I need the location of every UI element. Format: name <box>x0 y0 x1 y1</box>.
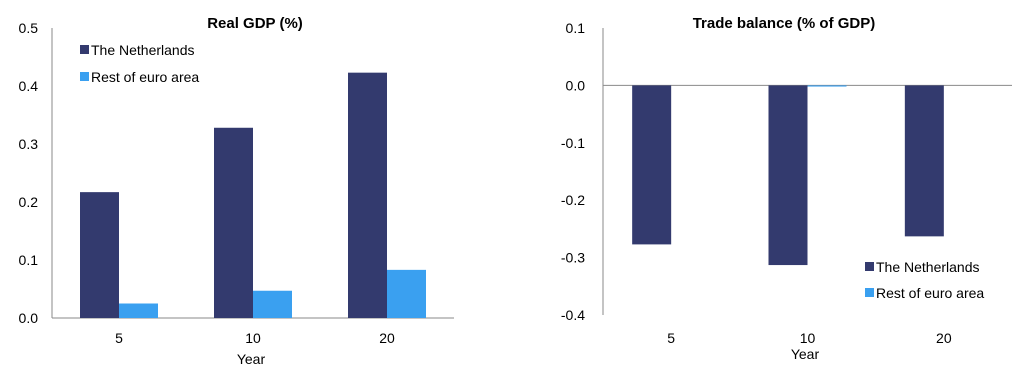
chart2-legend-label: The Netherlands <box>876 259 980 275</box>
chart2-ytick-label: 0.1 <box>566 20 586 36</box>
chart1-bar <box>214 127 253 318</box>
chart2-legend-swatch <box>865 288 874 297</box>
chart1-bar <box>348 72 387 318</box>
chart1-legend-label: The Netherlands <box>91 42 195 58</box>
chart2-title: Trade balance (% of GDP) <box>693 15 876 32</box>
chart2-x-tick-label: 5 <box>667 330 675 346</box>
chart2-x-tick-label: 10 <box>800 330 816 346</box>
chart1-ytick-label: 0.0 <box>19 310 39 326</box>
chart2-xlabel: Year <box>791 346 820 362</box>
chart2-bar <box>807 85 847 87</box>
chart1-bar <box>119 303 158 318</box>
chart1-ytick-label: 0.3 <box>19 136 39 152</box>
chart1-x-tick-label: 10 <box>245 330 261 346</box>
chart1-bar <box>387 269 426 318</box>
chart1-ytick-label: 0.1 <box>19 252 39 268</box>
chart1-ytick-label: 0.2 <box>19 194 39 210</box>
chart2-bar <box>632 85 672 245</box>
chart1-title: Real GDP (%) <box>207 15 303 32</box>
chart1-bar <box>253 290 292 318</box>
chart1-legend-swatch <box>80 45 89 54</box>
chart2-legend-swatch <box>865 262 874 271</box>
chart2-ytick-label: -0.1 <box>561 135 585 151</box>
chart1-x-tick-label: 20 <box>379 330 395 346</box>
chart2-ytick-label: 0.0 <box>566 77 586 93</box>
chart2-ytick-label: -0.4 <box>561 307 585 323</box>
chart2-bar <box>904 85 944 237</box>
chart1-legend-label: Rest of euro area <box>91 69 199 85</box>
chart1-ytick-label: 0.5 <box>19 20 39 36</box>
chart2-x-tick-label: 20 <box>936 330 952 346</box>
chart1-xlabel: Year <box>237 351 266 367</box>
chart1-ytick-label: 0.4 <box>19 78 39 94</box>
chart2-bar <box>768 85 808 266</box>
chart2-legend-label: Rest of euro area <box>876 285 984 301</box>
chart1-x-tick-label: 5 <box>115 330 123 346</box>
chart2-ytick-label: -0.3 <box>561 250 585 266</box>
chart1-bar <box>80 192 119 318</box>
chart2-ytick-label: -0.2 <box>561 192 585 208</box>
chart1-legend-swatch <box>80 72 89 81</box>
